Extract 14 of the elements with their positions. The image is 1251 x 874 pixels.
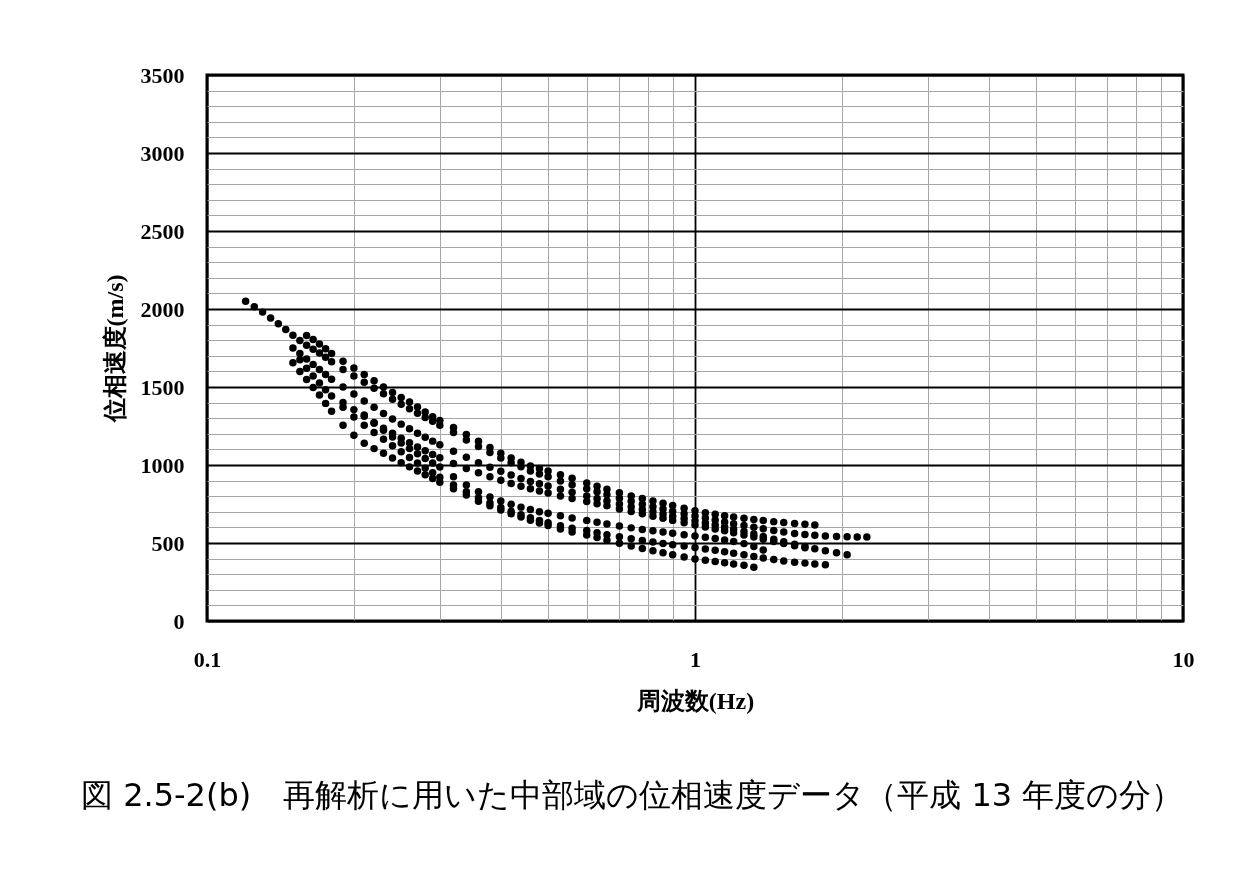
text: 図 2.5-2(b) 再解析に用いた中部域の位相速度データ（平成 13 年度の分） (81, 776, 1184, 814)
y-tick-label: 2500 (140, 218, 185, 244)
y-tick-label: 1500 (140, 374, 185, 400)
y-tick-label: 0 (173, 608, 185, 634)
y-tick-label: 3000 (140, 140, 185, 166)
y-tick-label: 3500 (140, 62, 185, 88)
x-tick-label: 0.1 (193, 646, 222, 672)
y-axis-title: 位相速度(m/s) (101, 274, 128, 424)
x-tick-label: 1 (690, 646, 701, 672)
y-tick-label: 2000 (140, 296, 185, 322)
y-tick-label: 1000 (140, 452, 185, 478)
y-tick-label: 500 (151, 530, 185, 556)
x-tick-label: 10 (1172, 646, 1195, 672)
x-axis-title: 周波数(Hz) (635, 687, 755, 714)
